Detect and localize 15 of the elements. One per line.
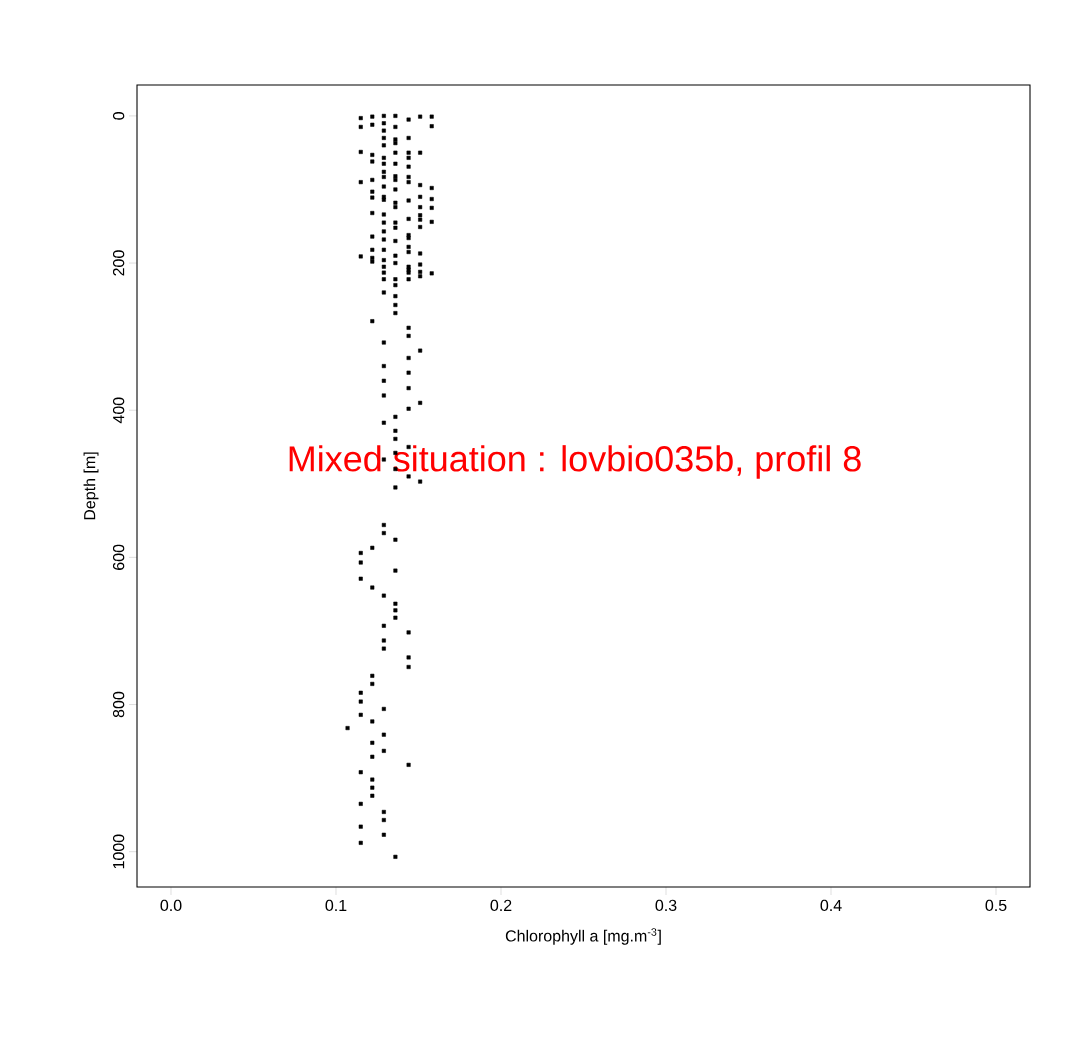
x-tick-label: 0.5 <box>985 899 1007 912</box>
y-tick-label: 800 <box>112 691 125 718</box>
y-tick-label: 200 <box>112 250 125 276</box>
x-tick-label: 0.1 <box>325 899 347 912</box>
x-tick-label: 0.4 <box>820 899 842 912</box>
y-tick-label: 600 <box>112 544 125 570</box>
y-tick-label: 400 <box>112 397 125 424</box>
y-axis-title: Depth [m] <box>83 452 99 520</box>
y-tick-label: 1000 <box>112 834 125 869</box>
x-axis-title: Chlorophyll a [mg.m$^{-3}$] <box>505 928 661 945</box>
x-tick-label: 0.0 <box>160 899 182 912</box>
x-tick-label: 0.3 <box>655 899 677 912</box>
x-tick-label: 0.2 <box>490 899 512 912</box>
annotation: Mixed situation : lovbio035b, profil 8 <box>289 445 861 479</box>
y-tick-label: 0 <box>112 112 125 120</box>
